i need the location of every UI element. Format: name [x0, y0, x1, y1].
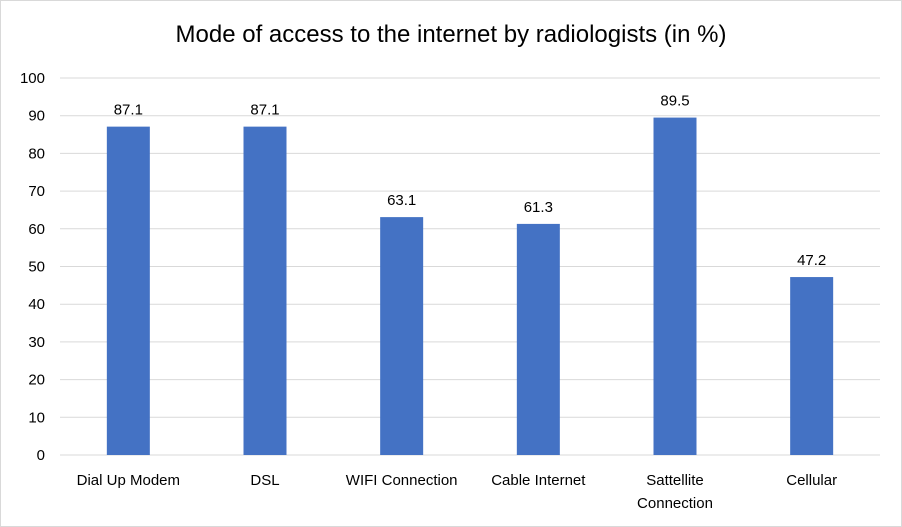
data-labels: 87.1 87.1 63.1 61.3 89.5 47.2 — [114, 93, 827, 269]
y-tick-label-60: 60 — [28, 221, 45, 238]
x-tick-label-2: WIFI Connection — [346, 472, 458, 489]
data-label-4: 89.5 — [660, 93, 689, 110]
bar-4 — [653, 117, 697, 456]
bar-1 — [243, 126, 287, 456]
y-tick-label-10: 10 — [28, 409, 45, 426]
y-tick-label-50: 50 — [28, 259, 45, 276]
x-tick-label-4: Sattellite Connection — [637, 472, 713, 512]
y-tick-label-70: 70 — [28, 183, 45, 200]
y-tick-label-40: 40 — [28, 296, 45, 313]
bar-0 — [106, 126, 150, 456]
y-tick-label-80: 80 — [28, 145, 45, 162]
x-tick-label-1: DSL — [250, 472, 279, 489]
data-label-0: 87.1 — [114, 102, 143, 119]
data-label-2: 63.1 — [387, 192, 416, 209]
chart-title: Mode of access to the internet by radiol… — [175, 21, 727, 48]
gridlines — [60, 77, 880, 456]
y-tick-label-20: 20 — [28, 372, 45, 389]
x-tick-label-3: Cable Internet — [491, 472, 586, 489]
x-axis-tick-labels: Dial Up Modem DSL WIFI Connection Cable Int… — [77, 472, 837, 512]
y-axis-tick-labels: 0 10 20 30 40 50 60 70 80 90 100 — [20, 70, 45, 464]
data-label-5: 47.2 — [797, 252, 826, 269]
bar-3 — [516, 223, 560, 455]
y-tick-label-90: 90 — [28, 108, 45, 125]
x-tick-label-5: Cellular — [786, 472, 837, 489]
data-label-3: 61.3 — [524, 199, 553, 216]
data-label-1: 87.1 — [250, 102, 279, 119]
y-tick-label-30: 30 — [28, 334, 45, 351]
bar-2 — [380, 217, 424, 455]
bars — [106, 117, 834, 456]
bar-5 — [790, 277, 834, 455]
x-tick-label-0: Dial Up Modem — [77, 472, 180, 489]
y-tick-label-0: 0 — [37, 447, 45, 464]
y-tick-label-100: 100 — [20, 70, 45, 87]
